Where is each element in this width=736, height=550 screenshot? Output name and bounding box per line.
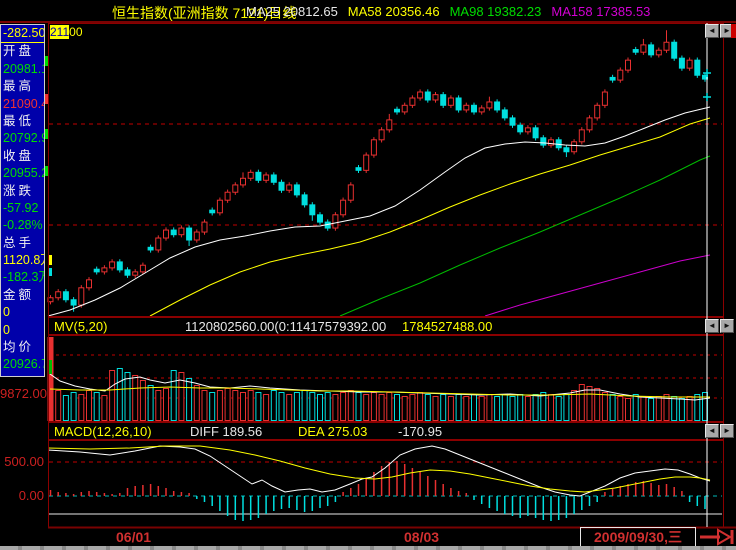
inverse-price-digits: 211 xyxy=(50,25,70,39)
axis-fragments xyxy=(45,56,52,374)
corner-red-marker xyxy=(731,24,736,38)
quote-label: 涨跌 xyxy=(3,183,35,198)
volume-axis-label: 9872.00 xyxy=(0,386,47,401)
macd-indicator-label[interactable]: MACD(12,26,10) xyxy=(54,424,152,439)
ma-legend: MA25 20812.65 MA58 20356.46 MA98 19382.23 M… xyxy=(246,4,650,19)
quote-value: 20955.29 xyxy=(3,166,44,181)
quote-value: -282.50 xyxy=(1,25,44,44)
macd-diff-value: DIFF 189.56 xyxy=(190,424,263,439)
scroll-left-button-mv[interactable]: ◄ xyxy=(705,319,719,333)
quote-value: 0 xyxy=(3,305,10,320)
macd-axis-zero: 0.00 xyxy=(18,488,44,503)
quote-label: 金额 xyxy=(3,287,35,302)
quote-value: 20981.13 xyxy=(3,61,44,76)
mv-value-2: 1784527488.00 xyxy=(402,319,493,334)
quote-label: 均价 xyxy=(3,340,35,355)
macd-histogram xyxy=(49,461,706,521)
macd-dea-value: DEA 275.03 xyxy=(298,424,368,439)
price-axis-top-label: 21100 xyxy=(50,25,83,39)
ma-legend-item-2: MA98 19382.23 xyxy=(449,4,542,19)
quote-label: 总手 xyxy=(3,235,35,250)
quote-value: 21090.49 xyxy=(3,96,44,111)
scroll-left-button-top[interactable]: ◄ xyxy=(705,24,719,38)
volume-bars xyxy=(47,337,708,421)
quote-value: 20792.98 xyxy=(3,131,44,146)
crosshair xyxy=(703,23,711,527)
quote-value: -57.92 xyxy=(3,200,39,215)
quote-value: -0.28% xyxy=(3,218,43,233)
quote-label: 最低 xyxy=(3,113,35,128)
quote-value: 20926.76 xyxy=(3,357,44,372)
mv-value-1: 1120802560.00(0:11417579392.00 xyxy=(185,319,387,334)
scroll-left-button-macd[interactable]: ◄ xyxy=(705,424,719,438)
mv-indicator-label[interactable]: MV(5,20) xyxy=(54,319,108,334)
quote-value: 1120.8万 xyxy=(3,253,44,268)
pane-borders xyxy=(0,21,736,529)
macd-bar-value: -170.95 xyxy=(398,424,443,439)
index-title: 恒生指数(亚洲指数 7121)日线 xyxy=(112,5,297,21)
macd-lines xyxy=(47,445,711,497)
next-page-arrow-icon[interactable] xyxy=(698,528,736,546)
ma-legend-item-1: MA58 20356.46 xyxy=(347,4,440,19)
x-axis-date-2: 08/03 xyxy=(404,529,440,545)
current-date-box[interactable]: 2009/09/30,三 xyxy=(580,527,696,548)
scroll-right-button-macd[interactable]: ► xyxy=(720,424,734,438)
scroll-right-button-mv[interactable]: ► xyxy=(720,319,734,333)
taskbar-edge xyxy=(0,546,736,550)
ma-legend-item-3: MA158 17385.53 xyxy=(551,4,651,19)
macd-axis-upper: 500.00 xyxy=(4,454,44,469)
x-axis-date-1: 06/01 xyxy=(116,529,152,545)
quote-label: 开盘 xyxy=(3,44,35,59)
mv-lines xyxy=(49,373,711,401)
top-header-bar: 恒生指数(亚洲指数 7121)日线 MA25 20812.65 MA58 2035… xyxy=(0,0,736,22)
ma-legend-item-0: MA25 20812.65 xyxy=(246,4,338,19)
quote-label: 收盘 xyxy=(3,148,35,163)
quote-value: -182.3万 xyxy=(3,270,44,285)
quote-value: 0 xyxy=(3,322,10,337)
ma-lines xyxy=(47,106,711,317)
quote-label: 最高 xyxy=(3,79,35,94)
candlesticks xyxy=(47,30,708,312)
